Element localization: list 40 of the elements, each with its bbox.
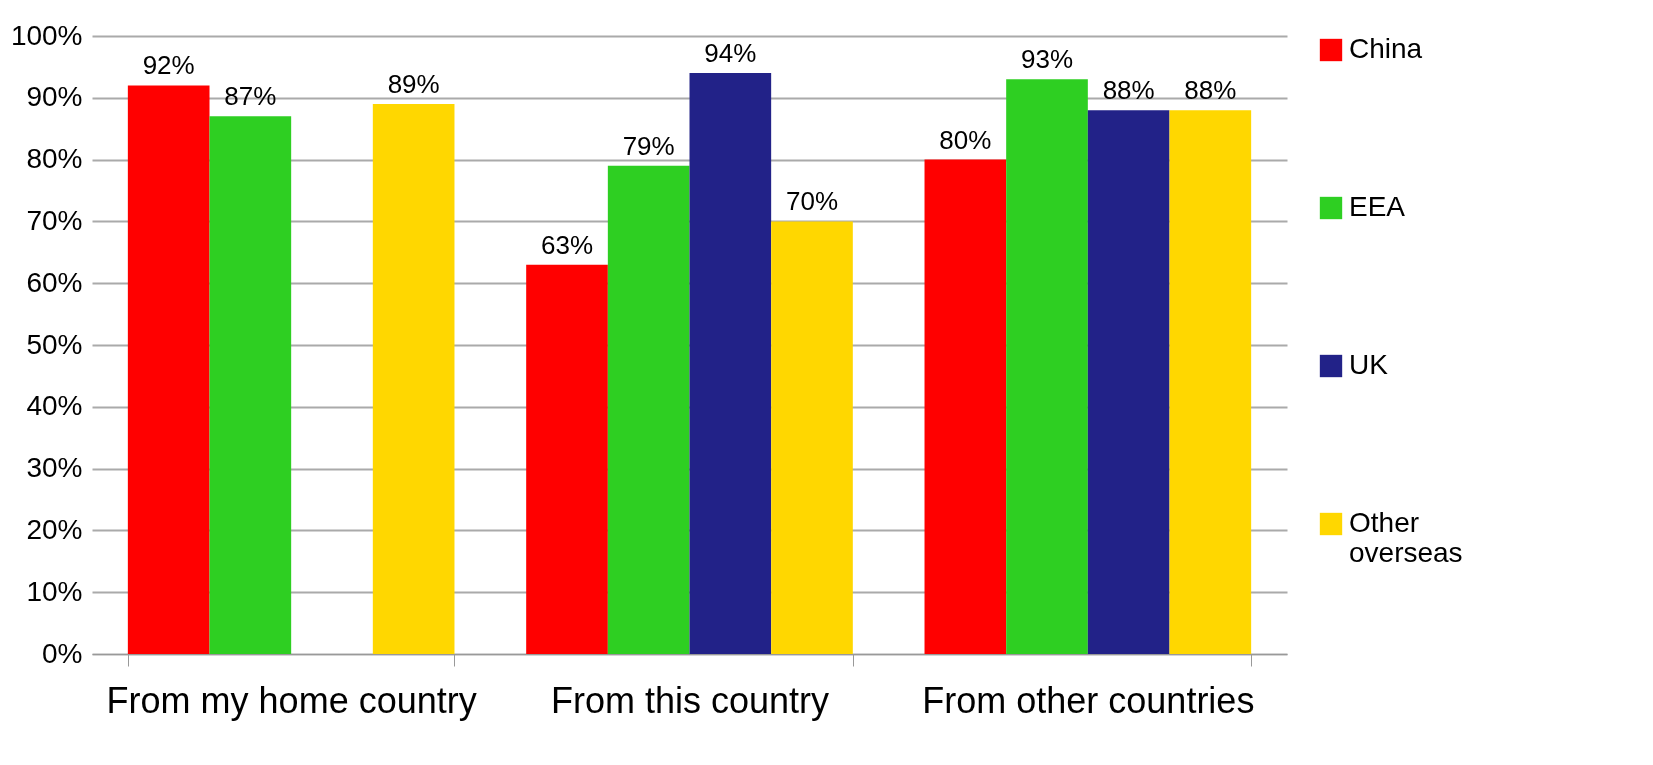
y-tick-label: 40%	[26, 390, 83, 422]
y-tick-label: 70%	[26, 204, 83, 236]
data-label: 70%	[785, 186, 839, 217]
bar	[1169, 110, 1252, 654]
bar	[771, 221, 853, 654]
legend-label: Other overseas	[1349, 507, 1463, 568]
bar	[526, 264, 608, 654]
bar	[924, 159, 1007, 654]
data-label: 88%	[1102, 75, 1155, 106]
y-tick-label: 10%	[26, 575, 83, 607]
bar	[1087, 110, 1170, 654]
data-label: 92%	[142, 50, 195, 81]
data-label: 88%	[1184, 75, 1237, 106]
bar	[372, 103, 455, 654]
y-tick-label: 50%	[26, 328, 83, 360]
data-label: 80%	[939, 124, 992, 155]
bar	[1006, 79, 1088, 654]
y-tick-label: 20%	[26, 513, 83, 545]
x-tick-label: From my home country	[106, 679, 477, 721]
y-tick-label: 30%	[26, 452, 83, 484]
bar	[689, 73, 772, 654]
legend-label: China	[1349, 33, 1423, 64]
y-tick-label: 80%	[26, 143, 83, 175]
data-label: 79%	[622, 130, 675, 161]
y-tick-label: 90%	[26, 81, 83, 113]
y-tick-label: 60%	[26, 266, 83, 298]
bar	[607, 165, 690, 654]
y-tick-label: 0%	[42, 637, 83, 669]
data-label: 94%	[704, 38, 757, 69]
legend-label: UK	[1349, 349, 1389, 380]
bar	[209, 116, 292, 654]
legend-label: EEA	[1349, 191, 1406, 222]
data-label: 93%	[1020, 44, 1074, 75]
y-tick-label: 100%	[10, 19, 83, 51]
data-label: 87%	[224, 81, 277, 112]
x-tick-label: From other countries	[922, 679, 1255, 721]
x-tick-label: From this country	[550, 679, 830, 721]
bar	[127, 85, 210, 654]
data-label: 89%	[387, 68, 440, 99]
data-label: 63%	[540, 229, 594, 260]
